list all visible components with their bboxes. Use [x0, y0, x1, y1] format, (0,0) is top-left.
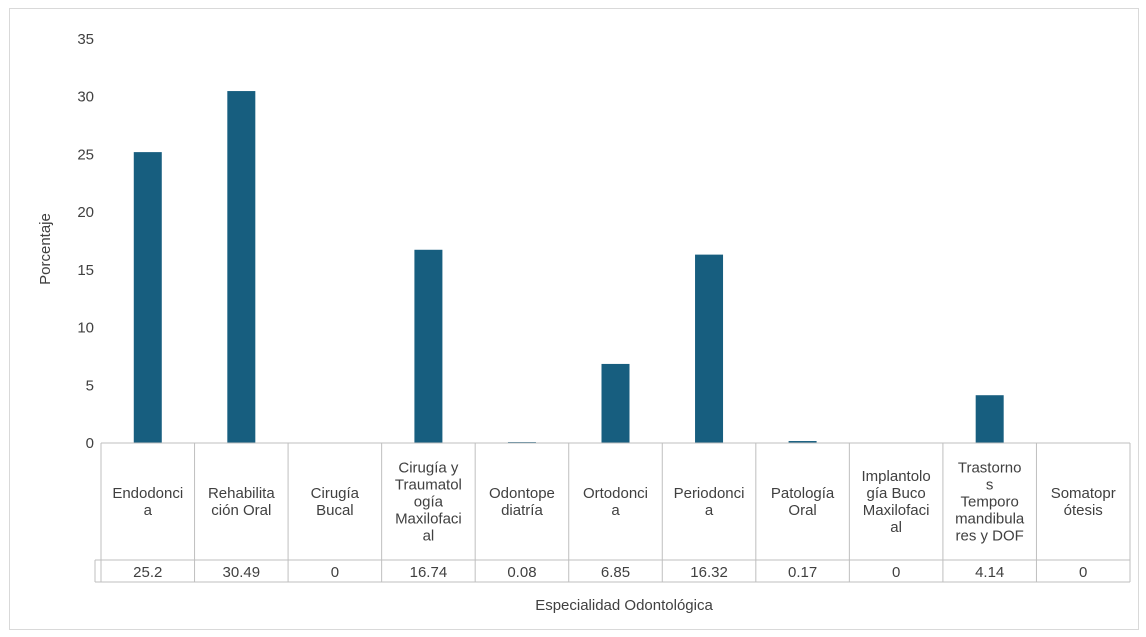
- category-label: Cirugía y: [398, 460, 459, 477]
- category-label: Trastorno: [958, 460, 1022, 477]
- category-label: Cirugía: [311, 485, 360, 502]
- data-value-label: 30.49: [223, 564, 261, 581]
- bar: [414, 249, 443, 443]
- category-label: Maxilofaci: [863, 502, 930, 519]
- y-tick-label: 10: [77, 320, 94, 337]
- category-label: ogía: [414, 494, 444, 511]
- bar: [695, 254, 724, 443]
- data-value-label: 16.32: [690, 564, 728, 581]
- chart-frame: 0 5 10 15 20 25 30 35 Endodonci a Rehabilita ción …: [9, 8, 1139, 630]
- category-label: a: [705, 502, 714, 519]
- y-tick-label: 35: [77, 31, 94, 48]
- data-value-label: 6.85: [601, 564, 630, 581]
- y-axis-title: Porcentaje: [37, 213, 54, 285]
- category-label: Implantolo: [862, 468, 931, 485]
- category-label: Somatopr: [1051, 485, 1116, 502]
- category-label: Rehabilita: [208, 485, 275, 502]
- data-value-label: 0.17: [788, 564, 817, 581]
- category-label: al: [890, 519, 902, 536]
- data-value-label: 0.08: [507, 564, 536, 581]
- data-value-label: 4.14: [975, 564, 1004, 581]
- bar: [601, 363, 630, 443]
- data-value-label: 25.2: [133, 564, 162, 581]
- y-tick-label: 30: [77, 89, 94, 106]
- category-label: ción Oral: [211, 502, 271, 519]
- bar: [133, 152, 162, 443]
- category-label: Temporo: [961, 494, 1019, 511]
- category-label: Patología: [771, 485, 835, 502]
- bar: [975, 395, 1004, 443]
- category-label: al: [423, 528, 435, 545]
- category-label: Periodonci: [674, 485, 745, 502]
- category-label: mandibula: [955, 511, 1025, 528]
- y-tick-label: 15: [77, 262, 94, 279]
- y-tick-label: 0: [86, 435, 94, 452]
- category-label: gía Buco: [867, 485, 926, 502]
- bar: [788, 441, 817, 443]
- category-label: ótesis: [1064, 502, 1103, 519]
- category-label: Maxilofaci: [395, 511, 462, 528]
- category-label: a: [144, 502, 153, 519]
- bar: [227, 91, 256, 443]
- x-axis-title: Especialidad Odontológica: [535, 597, 713, 614]
- y-tick-label: 25: [77, 146, 94, 163]
- y-tick-label: 20: [77, 204, 94, 221]
- category-label: Odontope: [489, 485, 555, 502]
- data-value-label: 0: [892, 564, 900, 581]
- category-label: s: [986, 477, 994, 494]
- category-label: Ortodonci: [583, 485, 648, 502]
- category-label: Traumatol: [395, 477, 462, 494]
- category-label: diatría: [501, 502, 543, 519]
- category-label: res y DOF: [956, 528, 1024, 545]
- data-value-label: 16.74: [410, 564, 448, 581]
- category-label: Endodonci: [112, 485, 183, 502]
- category-label: Oral: [788, 502, 816, 519]
- category-label: Bucal: [316, 502, 354, 519]
- y-tick-label: 5: [86, 377, 94, 394]
- data-value-label: 0: [1079, 564, 1087, 581]
- data-value-label: 0: [331, 564, 339, 581]
- category-label: a: [611, 502, 620, 519]
